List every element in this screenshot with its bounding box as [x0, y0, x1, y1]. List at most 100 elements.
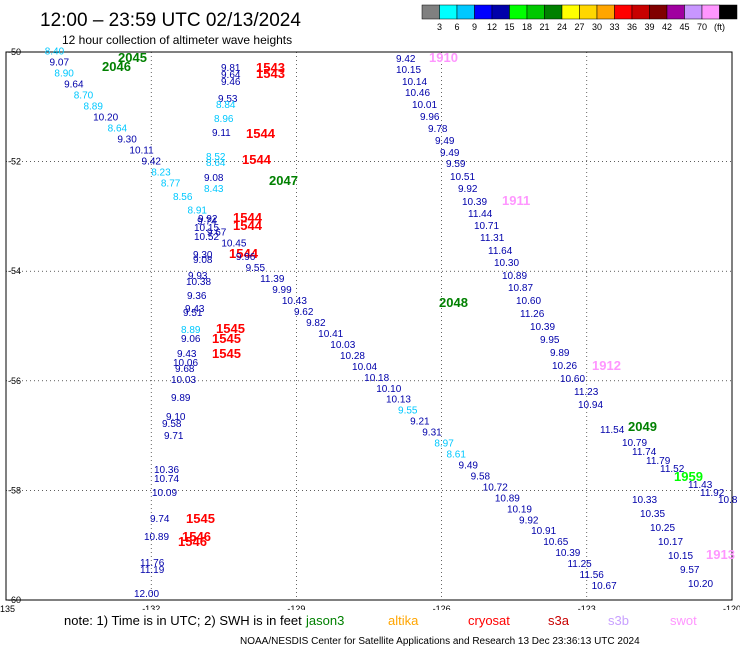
color-swatch — [614, 4, 633, 20]
svg-text:9.59: 9.59 — [446, 159, 466, 170]
svg-text:10.89: 10.89 — [144, 532, 169, 543]
swh-value-label: 10.45 — [221, 239, 246, 250]
swh-value-label: 8.64 — [108, 123, 128, 134]
swh-value-label: 10.10 — [376, 384, 401, 395]
time-label: 2047 — [269, 173, 298, 188]
color-swatch — [456, 4, 475, 20]
svg-text:10.20: 10.20 — [688, 579, 713, 590]
swh-value-label: 8.23 — [151, 167, 171, 178]
swh-value-label: 10.72 — [483, 482, 508, 493]
swh-value-label: 8.89 — [83, 102, 103, 113]
pass-time-labels: 2045 2046 1543 1543 1544 1544 2047 1544 … — [102, 50, 735, 562]
svg-text:9.53: 9.53 — [218, 94, 238, 105]
svg-text:9.08: 9.08 — [204, 173, 224, 184]
color-swatch — [474, 4, 493, 20]
color-swatch — [596, 4, 615, 20]
swh-value-label: 10.20 — [93, 113, 118, 124]
graticule-grid — [6, 52, 732, 600]
y-tick-label: -54 — [8, 266, 21, 276]
svg-text:9.93: 9.93 — [188, 271, 208, 282]
color-swatch — [544, 4, 563, 20]
svg-text:9.71: 9.71 — [164, 431, 184, 442]
svg-text:9.49: 9.49 — [435, 136, 455, 147]
swh-value-label: 10.28 — [340, 351, 365, 362]
swh-value-label: 9.42 — [142, 156, 162, 167]
swh-value-label: 8.77 — [161, 178, 181, 189]
color-scale-label: 39 — [644, 22, 654, 32]
satellite-name: s3b — [608, 613, 629, 628]
swh-value-label: 8.91 — [188, 206, 208, 217]
time-label: 1912 — [592, 358, 621, 373]
swh-value-label: 9.64 — [64, 80, 84, 91]
swh-value-label: 9.21 — [410, 417, 430, 428]
axis-ticks: -135 -132 -129 -126 -123 -120 -50 -52 -54 -56 -58 -… — [0, 47, 740, 614]
svg-text:9.46: 9.46 — [221, 77, 241, 88]
time-label: 1544 — [229, 246, 259, 261]
satellite-name: altika — [388, 613, 419, 628]
y-tick-label: -56 — [8, 376, 21, 386]
svg-text:11.26: 11.26 — [520, 309, 545, 320]
swh-value-label: 8.97 — [434, 439, 454, 450]
time-label: 1959 — [674, 469, 703, 484]
svg-text:9.89: 9.89 — [550, 348, 570, 359]
color-scale-label: 42 — [662, 22, 672, 32]
y-tick-label: -50 — [8, 47, 21, 57]
svg-text:9.78: 9.78 — [428, 124, 448, 135]
svg-text:10.15: 10.15 — [194, 223, 219, 234]
color-scale-legend: 3 6 9 12 15 18 21 24 27 30 33 36 39 42 45 70 (ft) — [421, 4, 738, 32]
chart-subtitle: 12 hour collection of altimeter wave hei… — [62, 33, 292, 47]
satellite-name: s3a — [548, 613, 570, 628]
color-scale-label: 9 — [472, 22, 477, 32]
swh-value-label: 10.18 — [364, 373, 389, 384]
svg-text:10.60: 10.60 — [560, 374, 585, 385]
satellite-name: swot — [670, 613, 697, 628]
swh-value-label: 9.82 — [306, 318, 326, 329]
time-label: 1546 — [178, 534, 207, 549]
time-label: 2046 — [102, 59, 131, 74]
time-label: 2048 — [439, 295, 468, 310]
swh-value-label: 9.92 — [519, 515, 539, 526]
svg-text:10.89: 10.89 — [502, 271, 527, 282]
swh-value-label: 8.61 — [446, 450, 466, 461]
x-tick-label: -129 — [287, 604, 305, 614]
swh-value-label: 8.90 — [54, 69, 74, 80]
svg-text:11.79: 11.79 — [646, 456, 671, 467]
svg-text:10.46: 10.46 — [405, 88, 430, 99]
satellite-legend: jason3 altika cryosat s3a s3b swot — [305, 613, 697, 628]
swh-value-label: 11.25 — [567, 559, 592, 570]
svg-text:10.03: 10.03 — [171, 375, 196, 386]
swh-value-label: 10.41 — [318, 329, 343, 340]
svg-text:8.43: 8.43 — [204, 184, 224, 195]
swh-value-label: 9.67 — [207, 228, 227, 239]
svg-text:10.39: 10.39 — [462, 197, 487, 208]
color-swatch — [631, 4, 650, 20]
time-label: 1910 — [429, 50, 458, 65]
svg-text:10.17: 10.17 — [658, 537, 683, 548]
color-swatch — [561, 4, 580, 20]
x-tick-label: -126 — [433, 604, 451, 614]
svg-text:10.74: 10.74 — [154, 474, 179, 485]
svg-text:8.96: 8.96 — [214, 114, 234, 125]
color-swatch — [421, 4, 440, 20]
svg-text:10.79: 10.79 — [622, 438, 647, 449]
svg-text:10.30: 10.30 — [494, 258, 519, 269]
color-scale-label: 27 — [574, 22, 584, 32]
color-scale-label: 36 — [627, 22, 637, 32]
svg-text:10.71: 10.71 — [474, 221, 499, 232]
time-label: 1544 — [246, 126, 276, 141]
swh-value-label: 8.56 — [173, 192, 193, 203]
svg-text:9.92: 9.92 — [458, 184, 478, 195]
svg-text:9.06: 9.06 — [181, 334, 201, 345]
time-label: 1543 — [256, 60, 285, 75]
svg-text:9.68: 9.68 — [175, 364, 195, 375]
color-scale-label: 33 — [609, 22, 619, 32]
x-tick-label: -123 — [578, 604, 596, 614]
swh-value-label: 9.07 — [50, 58, 70, 69]
svg-text:8.89: 8.89 — [181, 325, 201, 336]
y-tick-label: -60 — [8, 595, 21, 605]
svg-text:9.36: 9.36 — [187, 291, 207, 302]
svg-text:9.58: 9.58 — [162, 419, 182, 430]
svg-text:12.00: 12.00 — [134, 589, 159, 600]
svg-text:9.11: 9.11 — [212, 128, 231, 139]
svg-text:10.38: 10.38 — [186, 277, 211, 288]
